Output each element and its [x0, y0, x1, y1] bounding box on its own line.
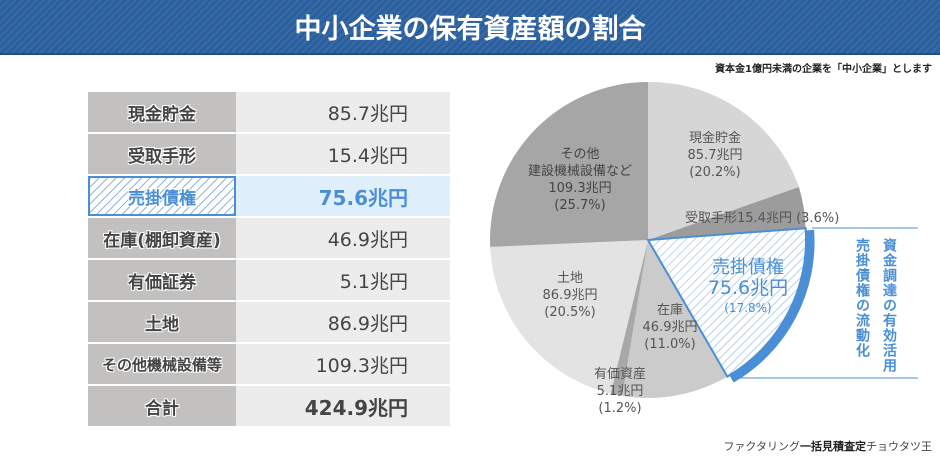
label-name: 土地	[556, 271, 583, 286]
receivables-outer-arc	[729, 229, 815, 383]
row-label: 在庫(棚卸資産)	[88, 218, 236, 258]
footer-suffix: チョウタツ王	[866, 440, 932, 453]
footer-bold: 一括見積査定	[800, 440, 866, 453]
row-label: 現金貯金	[88, 92, 236, 132]
label-pct: (17.8%)	[724, 301, 772, 315]
label-amount: 46.9兆円	[642, 320, 698, 335]
label-pct: (11.0%)	[644, 337, 696, 352]
row-value: 85.7兆円	[236, 92, 450, 132]
table-row: 受取手形 15.4兆円	[88, 134, 450, 174]
label-notes: 受取手形15.4兆円 (3.6%)	[685, 207, 839, 226]
label-securities: 有価資産 5.1兆円 (1.2%)	[580, 366, 660, 417]
asset-table: 現金貯金 85.7兆円 受取手形 15.4兆円 売掛債権 75.6兆円 在庫(棚…	[88, 92, 450, 428]
row-label: 有価証券	[88, 260, 236, 300]
definition-note: 資本金1億円未満の企業を「中小企業」とします	[715, 64, 932, 75]
label-receivables: 売掛債権 75.6兆円 (17.8%)	[688, 258, 808, 318]
slice-notes	[648, 187, 806, 240]
label-name: 現金貯金	[688, 131, 741, 146]
page-title: 中小企業の保有資産額の割合	[294, 14, 646, 45]
label-amount: 5.1兆円	[596, 384, 644, 399]
table-row: 有価証券 5.1兆円	[88, 260, 450, 300]
row-value: 46.9兆円	[236, 218, 450, 258]
callout-text-primary: 資金調達の有効活用	[881, 238, 897, 373]
label-pct: (20.5%)	[544, 305, 596, 320]
footer-brand: ファクタリング一括見積査定チョウタツ王	[723, 438, 932, 454]
row-label: 土地	[88, 302, 236, 342]
slice-other	[490, 82, 648, 247]
row-label: 合計	[88, 386, 236, 426]
footer-prefix: ファクタリング	[723, 440, 800, 453]
label-name: 受取手形15.4兆円	[685, 211, 792, 226]
table-row: 土地 86.9兆円	[88, 302, 450, 342]
row-value: 5.1兆円	[236, 260, 450, 300]
label-amount: 85.7兆円	[687, 148, 743, 163]
slice-inventory	[622, 240, 728, 399]
row-label: その他機械設備等	[88, 344, 236, 384]
label-pct: (1.2%)	[598, 401, 642, 416]
table-row: 在庫(棚卸資産) 46.9兆円	[88, 218, 450, 258]
label-name: その他	[560, 147, 600, 162]
row-value: 109.3兆円	[236, 344, 450, 384]
table-row-total: 合計 424.9兆円	[88, 386, 450, 426]
row-label: 売掛債権	[88, 176, 236, 216]
label-name-sub: 建設機械設備など	[527, 164, 632, 179]
label-name: 売掛債権	[712, 257, 784, 278]
slice-land	[490, 240, 648, 394]
label-name: 在庫	[656, 303, 683, 318]
callout-text-secondary: 売掛債権の流動化	[854, 238, 870, 358]
label-name: 有価資産	[593, 367, 646, 382]
label-pct: (25.7%)	[554, 198, 606, 213]
label-pct: (20.2%)	[689, 165, 741, 180]
slice-cash	[648, 81, 799, 241]
label-land: 土地 86.9兆円 (20.5%)	[530, 270, 610, 321]
label-other: その他 建設機械設備など 109.3兆円 (25.7%)	[515, 146, 645, 214]
label-inventory: 在庫 46.9兆円 (11.0%)	[630, 302, 710, 353]
label-pct: (3.6%)	[796, 211, 840, 226]
label-amount: 75.6兆円	[707, 277, 789, 299]
row-label: 受取手形	[88, 134, 236, 174]
row-value: 75.6兆円	[236, 176, 450, 216]
label-amount: 86.9兆円	[542, 288, 598, 303]
row-value: 15.4兆円	[236, 134, 450, 174]
table-row: 現金貯金 85.7兆円	[88, 92, 450, 132]
row-value: 424.9兆円	[236, 386, 450, 426]
table-row-highlighted: 売掛債権 75.6兆円	[88, 176, 450, 216]
title-banner: 中小企業の保有資産額の割合	[0, 0, 940, 55]
label-amount: 109.3兆円	[548, 181, 612, 196]
table-row: その他機械設備等 109.3兆円	[88, 344, 450, 384]
row-value: 86.9兆円	[236, 302, 450, 342]
label-cash: 現金貯金 85.7兆円 (20.2%)	[660, 130, 770, 181]
slice-securities	[610, 240, 648, 396]
